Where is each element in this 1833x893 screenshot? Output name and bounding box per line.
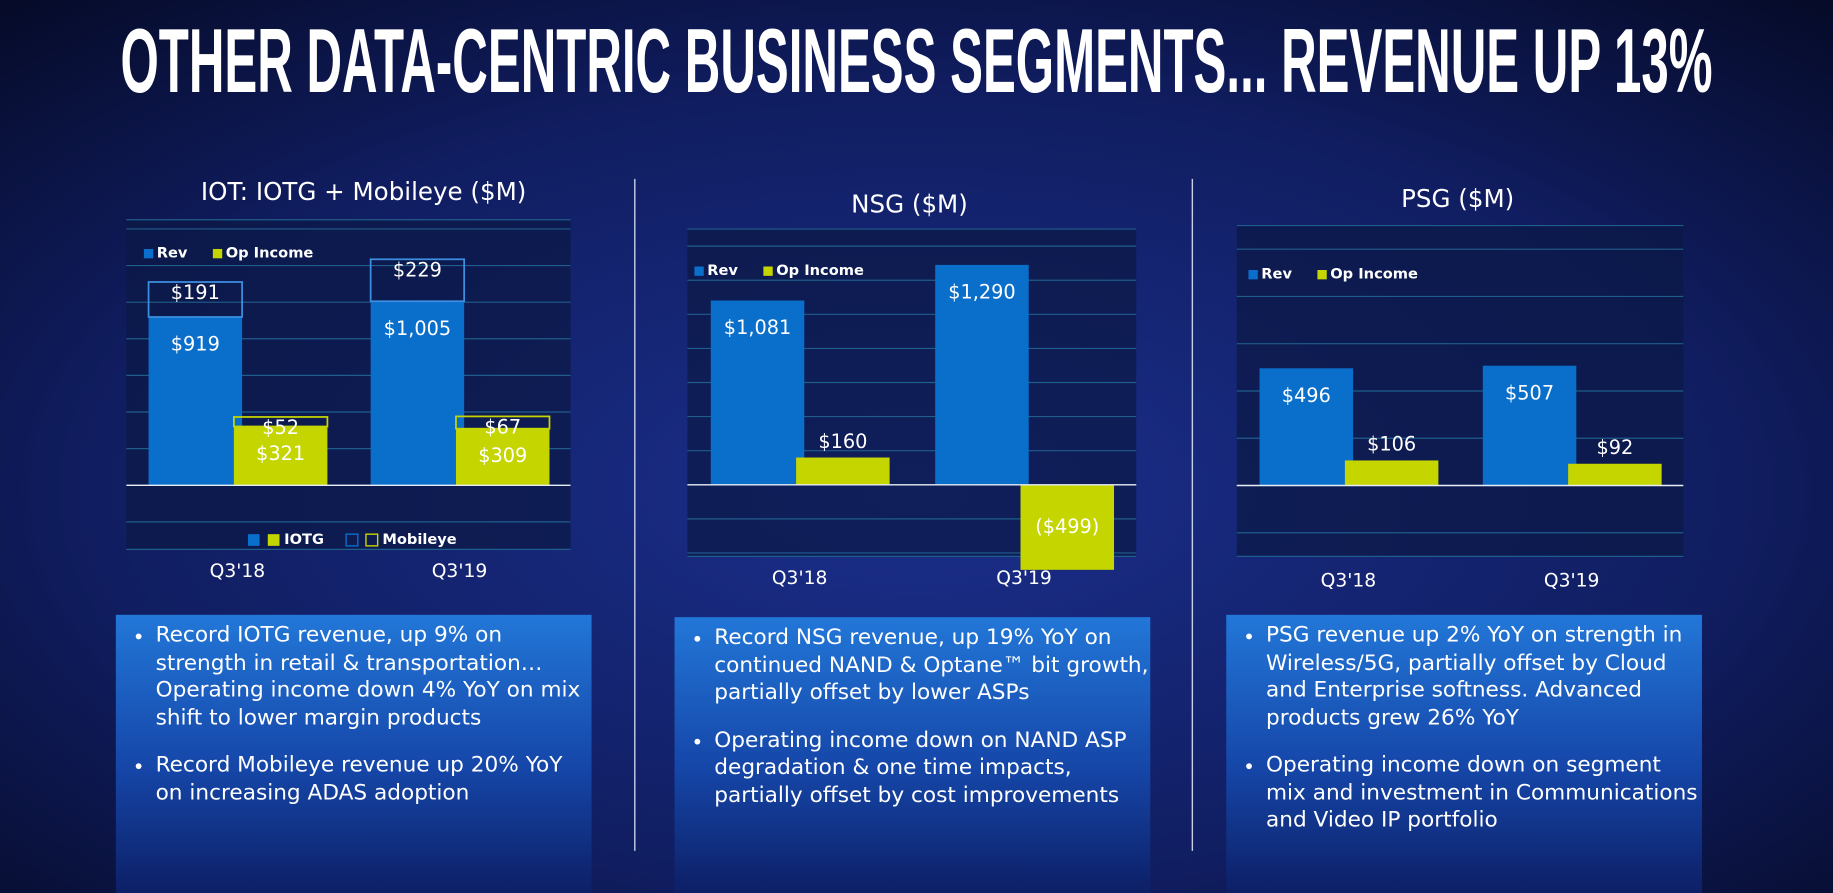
legend-swatch xyxy=(694,266,704,276)
value-label: $1,081 xyxy=(724,316,791,339)
value-label: $321 xyxy=(256,442,305,465)
bullet-list: PSG revenue up 2% YoY on strength in Wir… xyxy=(1226,622,1702,834)
bar xyxy=(710,300,805,485)
chart-title: NSG ($M) xyxy=(851,190,968,219)
value-label: $92 xyxy=(1596,436,1633,459)
bar xyxy=(796,457,890,485)
bullet-list: Record IOTG revenue, up 9% on strength i… xyxy=(116,622,592,807)
stack-bar xyxy=(455,415,551,430)
bar xyxy=(233,426,328,486)
x-tick-label: Q3'18 xyxy=(772,568,828,589)
bullet: PSG revenue up 2% YoY on strength in Wir… xyxy=(1266,622,1702,732)
bullet-area: Record IOTG revenue, up 9% on strength i… xyxy=(116,622,592,893)
bullet-area: PSG revenue up 2% YoY on strength in Wir… xyxy=(1226,622,1702,893)
bullet-box xyxy=(674,617,1151,893)
stack-label: $191 xyxy=(171,281,220,304)
bullet-box xyxy=(1226,614,1702,893)
bar xyxy=(1259,368,1354,486)
legend-label: Op Income xyxy=(226,245,314,262)
value-label: $1,290 xyxy=(948,280,1015,303)
bar xyxy=(1568,463,1662,486)
x-tick-label: Q3'19 xyxy=(996,568,1052,589)
bullet: Operating income down on segment mix and… xyxy=(1266,752,1702,834)
bullet: Record Mobileye revenue up 20% YoY on in… xyxy=(156,752,592,807)
legend-label: Rev xyxy=(707,262,738,279)
legend-swatch xyxy=(365,533,379,547)
bullet: Record IOTG revenue, up 9% on strength i… xyxy=(156,622,592,732)
slide-title: OTHER DATA-CENTRIC BUSINESS SEGMENTS... … xyxy=(121,10,1713,112)
legend-swatch xyxy=(345,533,359,547)
bar xyxy=(1482,365,1577,486)
legend-swatch xyxy=(1248,270,1258,280)
chart-title: IOT: IOTG + Mobileye ($M) xyxy=(201,177,526,206)
x-tick-label: Q3'19 xyxy=(432,561,488,582)
legend-label: Op Income xyxy=(776,262,864,279)
bullet-area: Record NSG revenue, up 19% YoY on contin… xyxy=(675,624,1151,893)
bullet-box xyxy=(115,614,592,893)
value-label: $106 xyxy=(1367,433,1416,456)
legend-swatch xyxy=(1317,270,1327,280)
stack-label: $67 xyxy=(484,416,521,439)
x-tick-label: Q3'18 xyxy=(1321,570,1377,591)
chart-title: PSG ($M) xyxy=(1401,184,1514,213)
bar xyxy=(370,301,465,486)
legend-swatch xyxy=(143,248,154,259)
bar xyxy=(148,316,243,486)
stack-bar xyxy=(233,416,329,428)
bullet: Record NSG revenue, up 19% YoY on contin… xyxy=(714,624,1150,706)
bar xyxy=(455,428,550,486)
bar xyxy=(1020,484,1115,570)
legend-label: IOTG xyxy=(284,531,324,548)
legend-swatch xyxy=(267,534,280,546)
stack-bar xyxy=(147,281,243,318)
legend-label: Op Income xyxy=(1330,266,1418,283)
value-label: $309 xyxy=(478,444,527,467)
value-label: $496 xyxy=(1282,384,1331,407)
value-label: $1,005 xyxy=(384,317,451,340)
stack-bar xyxy=(369,258,466,303)
legend-swatch xyxy=(763,266,773,276)
bullet-list: Record NSG revenue, up 19% YoY on contin… xyxy=(675,624,1151,809)
bar xyxy=(1344,460,1439,486)
bar xyxy=(935,264,1029,485)
legend-label: Mobileye xyxy=(382,531,456,548)
legend-label: Rev xyxy=(1261,266,1292,283)
legend-swatch xyxy=(212,248,223,259)
x-tick-label: Q3'19 xyxy=(1544,570,1600,591)
stack-label: $229 xyxy=(393,258,442,281)
value-label: $507 xyxy=(1505,381,1554,404)
bullet: Operating income down on NAND ASP degrad… xyxy=(714,726,1150,808)
value-label: ($499) xyxy=(1035,515,1099,538)
value-label: $919 xyxy=(171,333,220,356)
stack-label: $52 xyxy=(262,416,299,439)
value-label: $160 xyxy=(818,430,867,453)
x-tick-label: Q3'18 xyxy=(210,561,266,582)
legend-label: Rev xyxy=(157,245,188,262)
legend-swatch xyxy=(247,534,260,546)
